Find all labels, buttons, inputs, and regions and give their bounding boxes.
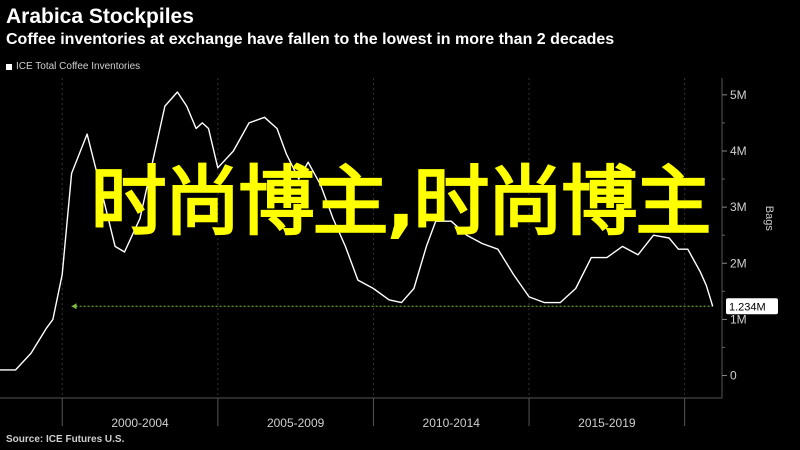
y-tick-label: 4M	[730, 144, 747, 158]
y-tick-label: 5M	[730, 88, 747, 102]
legend-swatch	[6, 63, 12, 70]
y-tick-label: 1M	[730, 312, 747, 326]
x-tick-label: 2005-2009	[267, 416, 325, 430]
source-note: Source: ICE Futures U.S.	[6, 434, 125, 445]
x-tick-label: 2010-2014	[423, 416, 481, 430]
x-tick-label: 2000-2004	[111, 416, 169, 430]
y-tick-label: 0	[730, 369, 737, 383]
chart-subtitle: Coffee inventories at exchange have fall…	[6, 31, 615, 48]
value-callout-box	[726, 298, 778, 315]
y-tick-label: 2M	[730, 256, 747, 270]
value-callout-label: 1.234M	[729, 301, 766, 313]
x-tick-label: 2015-2019	[578, 416, 636, 430]
y-tick-label: 3M	[730, 200, 747, 214]
reference-arrow	[71, 303, 77, 310]
watermark-overlay-text: 时尚博主,时尚博主	[90, 157, 712, 246]
y-axis-title: Bags	[763, 206, 775, 232]
legend-label: ICE Total Coffee Inventories	[16, 61, 141, 72]
series-line	[0, 91, 714, 371]
legend: ICE Total Coffee Inventories	[6, 61, 140, 72]
chart-title: Arabica Stockpiles	[6, 5, 194, 28]
